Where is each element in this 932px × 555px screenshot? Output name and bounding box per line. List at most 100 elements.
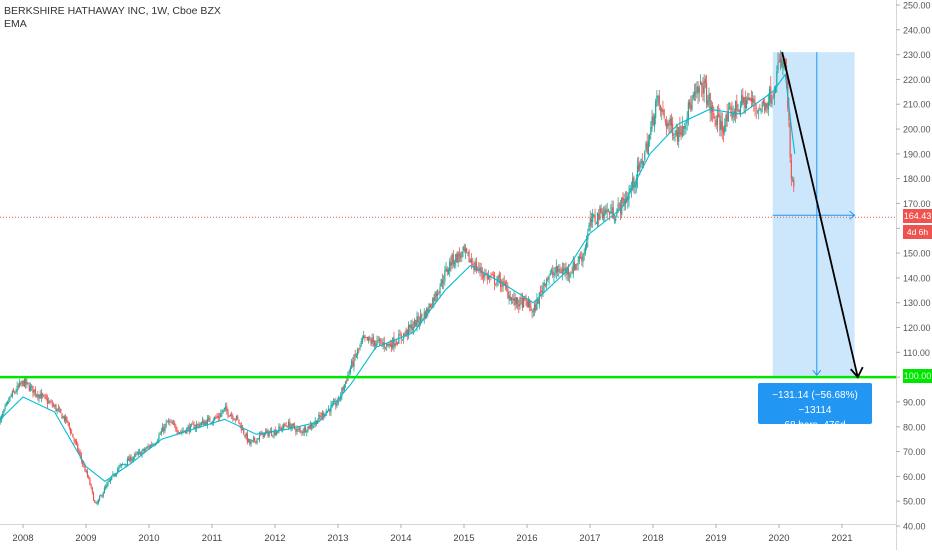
- candle-body: [708, 94, 710, 102]
- candle-body: [561, 269, 563, 274]
- candle-body: [550, 270, 553, 272]
- candle-body: [21, 380, 23, 384]
- candle-body: [560, 272, 562, 274]
- candle-body: [34, 388, 36, 395]
- measure-info-box[interactable]: −131.14 (−56.68%) −13114 68 bars, 476d: [758, 383, 872, 431]
- candle-body: [535, 303, 537, 311]
- candle-body: [622, 197, 624, 201]
- candle-body: [441, 279, 444, 284]
- candle-body: [435, 293, 437, 297]
- candle-body: [106, 484, 108, 488]
- candle-body: [389, 343, 391, 346]
- candle-body: [421, 314, 423, 318]
- candle-body: [749, 97, 751, 101]
- candle-body: [745, 99, 748, 109]
- candle-body: [284, 424, 286, 426]
- candle-body: [331, 403, 333, 406]
- candle-body: [103, 488, 106, 494]
- candle-body: [232, 415, 234, 420]
- candle-body: [650, 126, 652, 136]
- candle-body: [161, 427, 164, 432]
- symbol-title[interactable]: BERKSHIRE HATHAWAY INC, 1W, Cboe BZX: [4, 5, 221, 17]
- candle-body: [744, 97, 746, 108]
- candle-body: [578, 256, 580, 262]
- candle-body: [95, 502, 97, 504]
- candle-body: [690, 104, 692, 111]
- candle-body: [781, 59, 783, 67]
- ema-indicator-label[interactable]: EMA: [4, 18, 27, 30]
- candle-body: [432, 298, 434, 308]
- candle-body: [58, 409, 61, 411]
- candle-body: [171, 421, 173, 425]
- candle-body: [529, 299, 531, 307]
- candle-body: [367, 337, 370, 341]
- candle-body: [62, 416, 64, 418]
- candle-body: [584, 246, 586, 254]
- candle-body: [469, 260, 471, 263]
- candle-body: [302, 431, 304, 433]
- candle-body: [692, 94, 694, 99]
- candle-body: [727, 110, 729, 122]
- candle-body: [634, 185, 636, 188]
- candle-body: [713, 112, 715, 119]
- candle-body: [674, 135, 676, 137]
- candle-body: [370, 340, 372, 344]
- candle-body: [352, 361, 354, 367]
- candle-body: [513, 297, 515, 301]
- candle-body: [398, 334, 400, 344]
- candle-body: [401, 339, 404, 341]
- candle-body: [298, 428, 301, 430]
- candle-body: [75, 441, 78, 444]
- candle-body: [604, 209, 606, 216]
- candle-body: [589, 217, 591, 226]
- y-tick-label: 110.00: [903, 348, 930, 358]
- candle-body: [193, 424, 195, 430]
- candle-body: [668, 124, 670, 126]
- candle-body: [327, 408, 330, 411]
- candle-body: [89, 478, 91, 485]
- candle-body: [658, 95, 660, 105]
- candle-body: [364, 335, 366, 338]
- candle-body: [26, 381, 28, 384]
- y-tick-label: 140.00: [903, 273, 931, 283]
- candle-body: [78, 450, 80, 453]
- candle-body: [599, 206, 601, 220]
- candle-body: [627, 197, 629, 201]
- y-tick-label: 130.00: [903, 298, 931, 308]
- candle-body: [90, 484, 92, 488]
- candle-body: [267, 430, 269, 437]
- candle-body: [287, 421, 290, 427]
- candle-body: [118, 466, 120, 470]
- candle-body: [304, 427, 307, 433]
- candle-body: [512, 298, 514, 300]
- y-tick-label: 70.00: [903, 447, 926, 457]
- candle-body: [336, 403, 338, 406]
- candle-body: [726, 112, 728, 122]
- candle-body: [673, 137, 675, 139]
- candle-body: [705, 82, 708, 104]
- candle-body: [84, 465, 86, 472]
- last-price-tag: 164.43: [903, 209, 932, 223]
- candle-body: [217, 415, 219, 418]
- candle-body: [187, 426, 189, 429]
- candle-body: [644, 151, 646, 161]
- candle-body: [566, 267, 568, 275]
- candle-body: [52, 405, 55, 407]
- candle-body: [652, 115, 654, 125]
- candle-body: [111, 475, 113, 480]
- y-tick-label: 120.00: [903, 323, 931, 333]
- candle-body: [363, 335, 365, 339]
- candle-body: [487, 275, 490, 279]
- candle-body: [61, 413, 63, 419]
- candle-body: [375, 343, 377, 347]
- candle-body: [460, 255, 462, 258]
- candle-body: [394, 343, 396, 347]
- candle-body: [611, 206, 613, 214]
- candle-body: [685, 123, 687, 125]
- candle-body: [114, 474, 116, 477]
- candle-body: [730, 106, 732, 109]
- candle-body: [16, 385, 18, 392]
- candle-body: [678, 127, 680, 142]
